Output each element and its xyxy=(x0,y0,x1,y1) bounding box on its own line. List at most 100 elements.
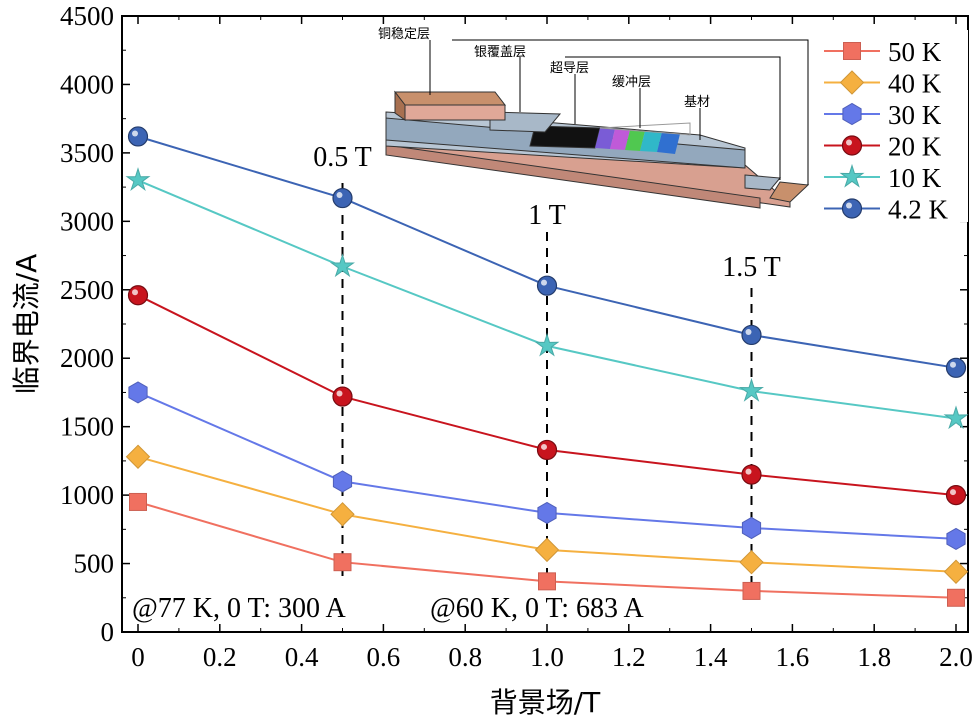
plot-area: 0 500 1000 1500 2000 2500 3000 3500 4000 4500 0 0.2… xyxy=(10,1,973,718)
inset-leader-silver xyxy=(565,56,781,180)
data-point-highlight xyxy=(745,328,752,335)
legend-label: 50 K xyxy=(888,37,942,67)
data-point xyxy=(537,501,557,524)
data-point xyxy=(332,470,353,493)
legend-marker xyxy=(842,102,862,126)
data-point xyxy=(741,464,762,485)
x-tick-label: 0.2 xyxy=(203,642,237,672)
inset-label-superconductor: 超导层 xyxy=(550,61,589,76)
data-point xyxy=(125,167,151,191)
inset-buffer-strip-4 xyxy=(640,131,662,152)
data-point xyxy=(125,444,151,469)
data-point-highlight xyxy=(541,443,547,450)
x-tick-label: 2.0 xyxy=(939,642,973,672)
data-point xyxy=(538,572,556,591)
data-point-highlight xyxy=(132,130,138,137)
y-tick-label: 3500 xyxy=(60,138,114,168)
data-point xyxy=(534,537,560,563)
inset-bottom-copper-front xyxy=(385,144,761,209)
data-point-highlight xyxy=(950,361,956,368)
data-point-highlight xyxy=(745,468,752,475)
data-point xyxy=(330,502,355,527)
field-marker-label: 0.5 T xyxy=(313,142,372,173)
legend-label: 20 K xyxy=(888,132,942,162)
data-point xyxy=(943,559,969,584)
data-point xyxy=(739,377,764,402)
y-tick-label: 1500 xyxy=(60,412,114,442)
inset-label-substrate: 基材 xyxy=(684,95,710,110)
data-point xyxy=(332,386,353,407)
inset-buffer-strip-5 xyxy=(657,132,680,154)
y-tick-label: 0 xyxy=(101,617,115,647)
inset-top-copper-front xyxy=(404,104,506,121)
inset-silver-cover-layer xyxy=(489,111,562,133)
annotation-77k: @77 K, 0 T: 300 A xyxy=(132,593,346,624)
data-point xyxy=(536,275,558,296)
data-point xyxy=(947,588,965,607)
inset-buffer-strip-1 xyxy=(595,128,615,149)
x-tick-label: 0.4 xyxy=(285,642,319,672)
field-marker-label: 1 T xyxy=(528,200,566,231)
data-point xyxy=(945,485,967,506)
data-point xyxy=(127,126,149,147)
inset-buffer-strip-2 xyxy=(610,129,630,150)
data-point-highlight xyxy=(336,390,343,397)
y-tick-label: 1000 xyxy=(60,480,114,510)
data-point xyxy=(129,492,147,511)
y-tick-label: 4000 xyxy=(60,69,114,99)
y-tick-label: 2000 xyxy=(60,343,114,373)
legend: 50 K40 K30 K20 K10 K4.2 K xyxy=(822,30,968,225)
tape-structure-inset: 铜稳定层 银覆盖层 超导层 缓冲层 基材 xyxy=(378,26,810,209)
inset-buffer-outline xyxy=(599,122,691,136)
legend-marker xyxy=(839,163,865,188)
legend-marker xyxy=(841,135,863,156)
field-marker-label: 1.5 T xyxy=(722,252,781,283)
inset-copper-end-block xyxy=(769,181,810,203)
inset-label-copper: 铜稳定层 xyxy=(378,26,430,42)
data-point xyxy=(945,357,967,378)
data-point xyxy=(741,516,762,540)
annotation-60k: @60 K, 0 T: 683 A xyxy=(430,593,644,624)
data-point xyxy=(742,581,761,600)
data-point xyxy=(739,549,764,575)
legend-label: 4.2 K xyxy=(888,195,949,225)
x-tick-label: 0 xyxy=(131,642,145,672)
data-point xyxy=(127,285,149,306)
data-point xyxy=(534,332,560,357)
legend-label: 30 K xyxy=(888,100,942,130)
x-axis-title: 背景场/T xyxy=(490,686,601,718)
legend-label: 40 K xyxy=(888,69,942,99)
data-point xyxy=(946,527,966,550)
inset-leader-copper xyxy=(452,39,809,185)
y-tick-label: 2500 xyxy=(60,275,114,305)
data-point xyxy=(741,324,762,346)
inset-top-copper-top xyxy=(393,91,507,106)
data-point xyxy=(330,253,355,278)
legend-box xyxy=(822,30,968,222)
data-point xyxy=(128,381,148,404)
legend-marker-highlight xyxy=(846,202,852,209)
y-tick-label: 500 xyxy=(74,549,115,579)
inset-silver-cover-end xyxy=(744,174,781,191)
inset-buffer-strip-3 xyxy=(625,130,645,151)
x-tick-label: 0.8 xyxy=(448,642,482,672)
x-tick-label: 1.6 xyxy=(776,642,810,672)
legend-marker xyxy=(841,198,863,219)
inset-label-silver: 银覆盖层 xyxy=(474,45,526,60)
y-tick-label: 3000 xyxy=(60,206,114,236)
y-axis-title: 临界电流/A xyxy=(10,254,43,395)
y-tick-label: 4500 xyxy=(60,1,114,31)
data-point-highlight xyxy=(950,489,956,496)
legend-marker xyxy=(843,42,861,60)
x-tick-label: 1.2 xyxy=(612,642,646,672)
data-point xyxy=(332,187,353,209)
x-tick-label: 0.6 xyxy=(367,642,401,672)
data-point xyxy=(943,405,969,430)
data-point-highlight xyxy=(541,279,547,286)
legend-marker-highlight xyxy=(846,139,852,146)
x-tick-label: 1.0 xyxy=(530,642,564,672)
data-point-highlight xyxy=(132,289,138,296)
legend-label: 10 K xyxy=(888,163,942,193)
x-tick-label: 1.8 xyxy=(857,642,891,672)
